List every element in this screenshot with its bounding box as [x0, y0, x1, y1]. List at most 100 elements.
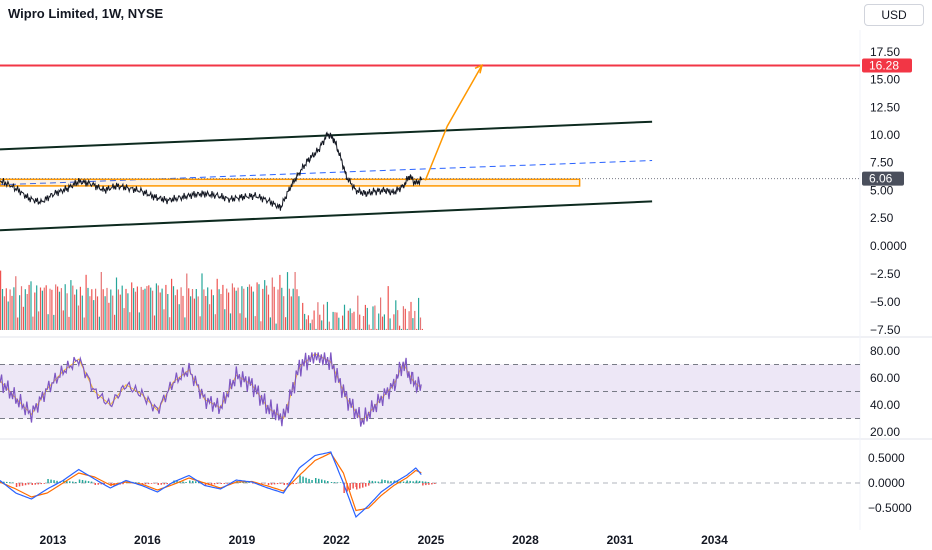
macd-histogram-bar	[368, 480, 371, 483]
price-series-line	[0, 131, 423, 211]
oscillator-bar	[353, 311, 355, 330]
macd-histogram-bar	[245, 481, 247, 483]
rsi-axis-tick: 40.00	[870, 398, 900, 412]
oscillator-bar	[378, 313, 380, 330]
oscillator-bar	[290, 296, 292, 330]
macd-histogram-bar	[418, 480, 421, 483]
macd-histogram-bar	[157, 483, 159, 485]
oscillator-bar	[55, 284, 57, 330]
macd-histogram-bar	[412, 481, 414, 484]
oscillator-bar	[361, 328, 363, 330]
oscillator-bar	[34, 292, 36, 330]
oscillator-bar	[197, 296, 199, 330]
oscillator-bar	[412, 318, 414, 330]
macd-histogram-bar	[50, 479, 52, 483]
macd-histogram-bar	[72, 481, 74, 483]
oscillator-bar	[79, 286, 81, 330]
resistance-level-label: 16.28	[869, 59, 899, 73]
macd-histogram-bar	[204, 483, 207, 486]
macd-axis-tick: 0.0000	[868, 476, 905, 490]
oscillator-bar	[298, 296, 300, 330]
oscillator-bar	[142, 289, 144, 330]
oscillator-bar	[96, 296, 99, 330]
oscillator-axis-tick: −2.50	[870, 267, 901, 281]
macd-histogram-bar	[384, 480, 386, 483]
oscillator-bar	[36, 285, 38, 330]
oscillator-bar	[292, 288, 294, 330]
rsi-axis-tick: 60.00	[870, 371, 900, 385]
macd-histogram-bar	[103, 483, 105, 485]
oscillator-bar	[203, 289, 205, 330]
oscillator-bar	[140, 286, 142, 330]
oscillator-bar	[342, 315, 344, 330]
oscillator-bar	[53, 314, 55, 330]
oscillator-bar	[102, 289, 104, 330]
oscillator-bar	[49, 288, 51, 330]
macd-axis-tick: 0.5000	[868, 451, 905, 465]
oscillator-bar	[258, 284, 260, 330]
macd-line	[0, 451, 422, 519]
oscillator-bar	[100, 272, 102, 330]
oscillator-bar	[207, 287, 209, 330]
oscillator-bar	[91, 289, 93, 330]
macd-histogram-bar	[84, 480, 87, 483]
oscillator-bar	[239, 313, 241, 330]
oscillator-bar	[178, 304, 180, 330]
macd-histogram-bar	[434, 483, 436, 484]
oscillator-bar	[311, 319, 313, 330]
oscillator-bar	[134, 291, 137, 330]
time-axis-tick: 2013	[40, 533, 67, 547]
macd-histogram-bar	[270, 483, 273, 485]
oscillator-bar	[324, 328, 327, 330]
oscillator-bar	[218, 289, 220, 330]
oscillator-bar	[321, 320, 323, 330]
oscillator-bar	[127, 293, 129, 330]
oscillator-bar	[387, 286, 389, 330]
macd-histogram-bar	[333, 482, 336, 483]
oscillator-bar	[95, 288, 97, 330]
oscillator-bar	[38, 311, 40, 330]
macd-histogram-bar	[374, 481, 377, 484]
macd-histogram-bar	[431, 483, 433, 485]
macd-histogram-bar	[100, 483, 102, 485]
oscillator-bar	[47, 314, 49, 330]
macd-histogram-bar	[43, 483, 45, 484]
oscillator-bar	[307, 315, 309, 330]
oscillator-bar	[81, 295, 83, 330]
oscillator-bar	[176, 289, 178, 330]
oscillator-bar	[171, 278, 173, 330]
macd-histogram-bar	[176, 480, 178, 483]
oscillator-bar	[357, 295, 359, 330]
oscillator-bar	[138, 312, 140, 330]
currency-selector[interactable]: USD	[864, 4, 924, 26]
oscillator-bar	[165, 284, 167, 330]
rsi-band	[0, 364, 860, 419]
oscillator-bar	[235, 290, 237, 330]
oscillator-bar	[404, 308, 406, 330]
price-axis-tick: 17.50	[870, 45, 900, 59]
time-axis-tick: 2031	[607, 533, 634, 547]
macd-histogram-bar	[409, 480, 411, 483]
oscillator-bar	[30, 281, 32, 330]
oscillator-bar	[87, 287, 89, 330]
oscillator-bar	[228, 292, 230, 330]
macd-histogram-bar	[396, 480, 399, 483]
oscillator-bar	[83, 317, 85, 330]
macd-histogram-bar	[31, 483, 33, 485]
oscillator-bar	[334, 312, 336, 330]
oscillator-bar	[110, 289, 112, 330]
macd-histogram-bar	[192, 480, 194, 483]
oscillator-bar	[349, 308, 351, 330]
oscillator-bar	[222, 284, 224, 330]
oscillator-bar	[275, 323, 277, 330]
macd-histogram-bar	[27, 483, 30, 485]
oscillator-bar	[408, 311, 410, 330]
macd-histogram-bar	[330, 482, 333, 483]
oscillator-bar	[214, 314, 216, 330]
oscillator-bar	[323, 304, 325, 330]
oscillator-bar	[0, 270, 2, 330]
oscillator-bar	[26, 294, 28, 330]
oscillator-bar	[182, 295, 184, 330]
time-axis-tick: 2022	[323, 533, 350, 547]
